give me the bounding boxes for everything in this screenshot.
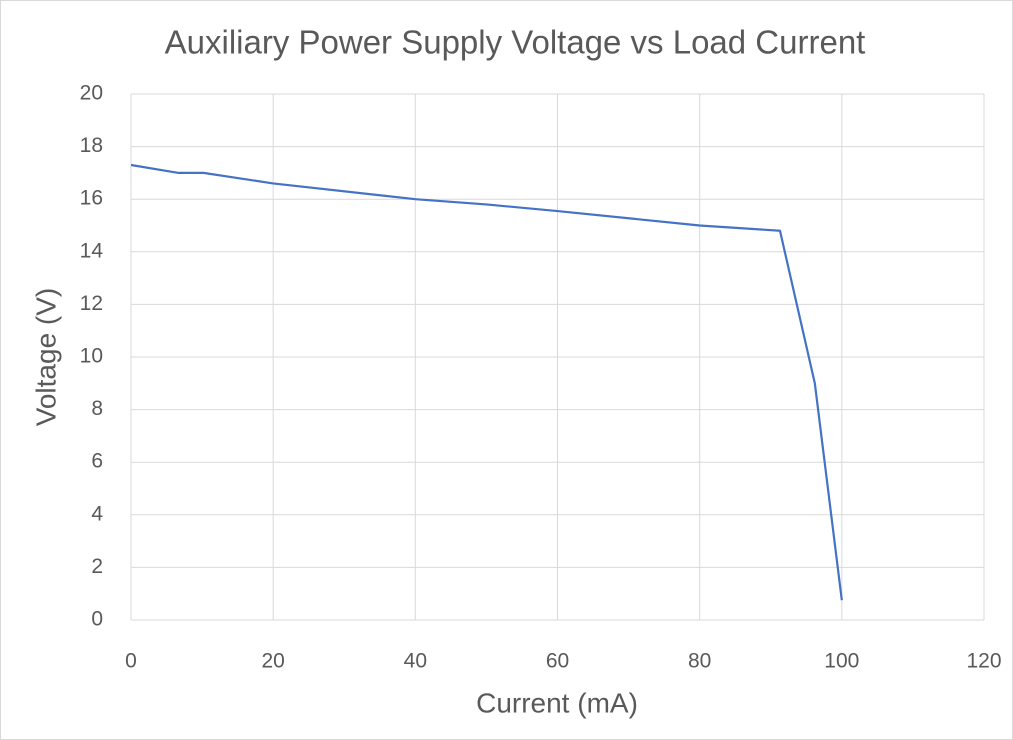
y-tick-label: 10 [80, 345, 103, 368]
x-tick-label: 20 [261, 650, 284, 673]
x-tick-label: 60 [546, 650, 569, 673]
x-tick-label: 0 [125, 650, 137, 673]
x-tick-label: 80 [688, 650, 711, 673]
y-tick-label: 16 [80, 187, 103, 210]
data-line [130, 163, 843, 601]
x-axis-title: Current (mA) [476, 687, 638, 718]
y-tick-label: 0 [91, 608, 103, 631]
x-tick-label: 100 [824, 650, 859, 673]
x-tick-label: 40 [404, 650, 427, 673]
y-tick-label: 2 [91, 555, 103, 578]
chart-title: Auxiliary Power Supply Voltage vs Load C… [165, 24, 866, 61]
y-tick-label: 14 [80, 239, 104, 262]
y-tick-label: 20 [80, 82, 103, 105]
y-tick-label: 12 [80, 292, 103, 315]
y-tick-label: 18 [80, 134, 103, 157]
y-axis-title: Voltage (V) [30, 288, 61, 427]
y-tick-label: 8 [91, 397, 103, 420]
y-tick-label: 6 [91, 450, 103, 473]
y-tick-label: 4 [91, 502, 103, 525]
x-tick-label: 120 [966, 650, 1001, 673]
